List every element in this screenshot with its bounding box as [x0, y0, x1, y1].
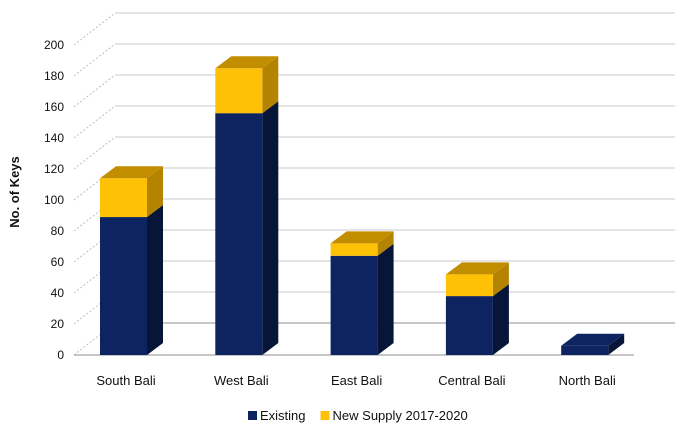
y-tick-label: 200 — [44, 38, 64, 52]
bar-new-supply-2017-2020-west-bali — [215, 56, 279, 114]
gridline-depth — [73, 43, 116, 77]
bar-side — [377, 231, 394, 256]
bar-front — [445, 274, 493, 297]
y-tick-label: 60 — [51, 255, 65, 269]
y-tick-label: 180 — [44, 69, 64, 83]
y-tick-label: 0 — [57, 348, 64, 362]
bar-front — [330, 243, 378, 256]
gridline-depth — [73, 136, 116, 170]
bar-front — [100, 217, 147, 355]
bar-existing-south-bali — [100, 205, 163, 355]
bar-side — [147, 166, 163, 218]
y-tick-label: 140 — [44, 131, 64, 145]
bar-top — [100, 166, 163, 179]
bar-top — [215, 56, 279, 69]
gridline-depth — [73, 74, 116, 108]
bar-existing-east-bali — [330, 243, 394, 355]
y-tick-label: 80 — [51, 224, 65, 238]
y-tick-label: 20 — [51, 317, 65, 331]
bar-side — [492, 284, 509, 355]
legend-label: New Supply 2017-2020 — [333, 408, 468, 423]
bar-front — [215, 113, 263, 355]
bar-top — [445, 262, 509, 275]
bar-existing-north-bali — [561, 333, 625, 355]
bar-side — [608, 333, 625, 355]
legend-swatch — [248, 411, 257, 420]
x-tick-label: West Bali — [214, 373, 269, 388]
y-tick-label: 100 — [44, 193, 64, 207]
y-axis-title: No. of Keys — [7, 156, 22, 228]
gridline-depth — [73, 198, 116, 232]
bar-front — [561, 345, 609, 355]
bar-top — [561, 333, 625, 346]
y-tick-label: 160 — [44, 100, 64, 114]
bar-side — [147, 205, 163, 355]
bar-new-supply-2017-2020-central-bali — [445, 262, 509, 297]
bar-existing-central-bali — [445, 284, 509, 355]
x-tick-label: South Bali — [96, 373, 155, 388]
legend-item: Existing — [248, 408, 306, 423]
bar-front — [445, 296, 493, 355]
gridline-depth — [73, 291, 116, 325]
legend-item: New Supply 2017-2020 — [320, 408, 468, 423]
gridline-depth — [73, 229, 116, 263]
y-tick-label: 120 — [44, 162, 64, 176]
y-tick-label: 40 — [51, 286, 65, 300]
legend-swatch — [320, 411, 330, 420]
gridline-depth — [73, 12, 116, 46]
x-axis-ticks: South Bali West Bali East Bali Central Bali… — [96, 373, 615, 388]
bar-existing-west-bali — [215, 101, 279, 355]
gridlines — [73, 12, 675, 356]
gridline-depth — [73, 322, 116, 356]
x-tick-label: Central Bali — [438, 373, 505, 388]
bar-front — [100, 178, 147, 218]
gridline-depth — [73, 260, 116, 294]
gridline-depth — [73, 167, 116, 201]
y-axis-ticks: 0 20 40 60 80 100 120 140 160 180 200 — [44, 38, 64, 362]
bar-side — [262, 101, 279, 355]
gridline-depth — [73, 105, 116, 139]
legend-label: Existing — [260, 408, 306, 423]
bar-new-supply-2017-2020-east-bali — [330, 231, 394, 256]
bar-side — [377, 243, 394, 355]
bar-new-supply-2017-2020-south-bali — [100, 166, 163, 218]
x-tick-label: East Bali — [331, 373, 382, 388]
x-tick-label: North Bali — [559, 373, 616, 388]
bar-front — [330, 255, 378, 355]
bar-top — [330, 231, 394, 244]
legend: Existing New Supply 2017-2020 — [248, 408, 468, 423]
bar-side — [262, 56, 279, 114]
bar-front — [215, 68, 263, 114]
bars — [100, 56, 625, 355]
bar-side — [492, 262, 509, 297]
